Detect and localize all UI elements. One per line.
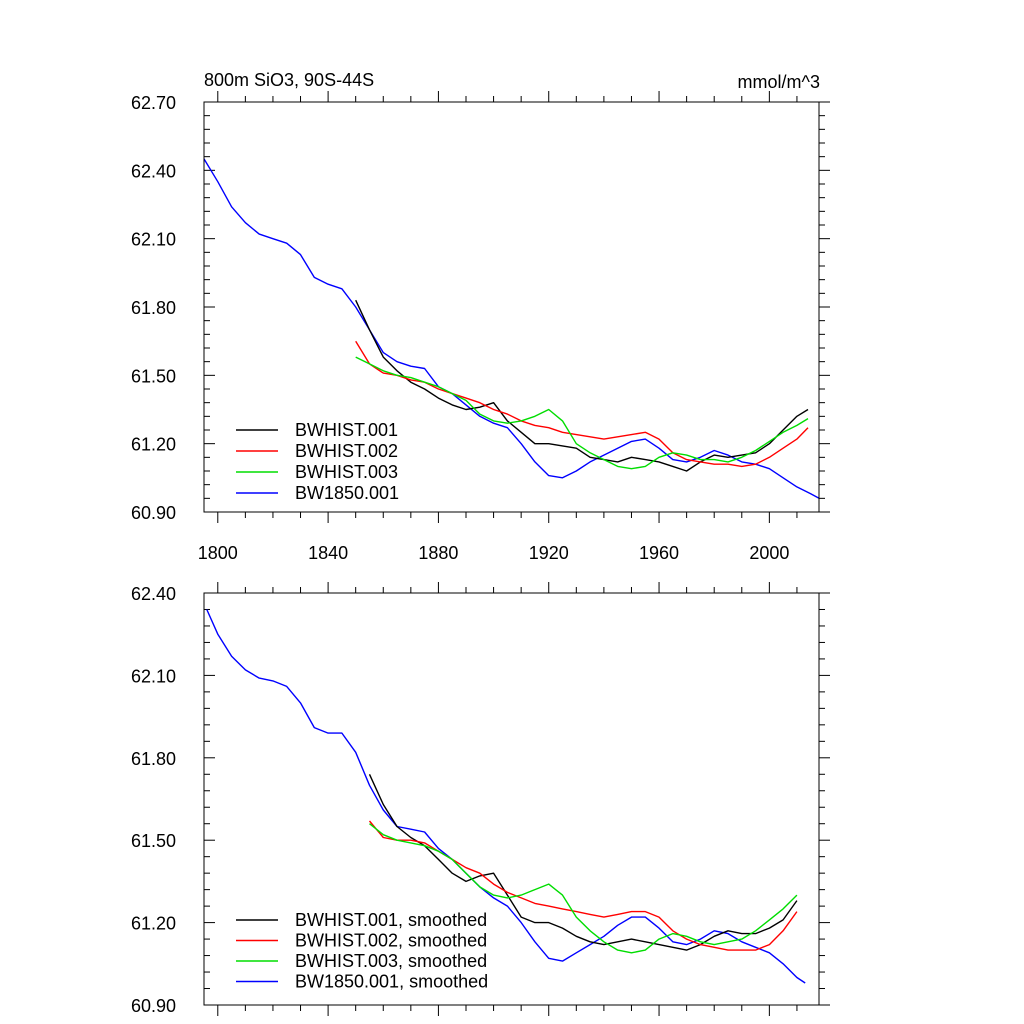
top-plot-frame: [203, 101, 820, 513]
top-legend-label-1: BWHIST.002: [295, 441, 398, 461]
bottom-legend-label-2: BWHIST.003, smoothed: [295, 951, 487, 971]
chart-title: 800m SiO3, 90S-44S: [204, 70, 374, 90]
bottom-series-line-0: [368, 774, 798, 951]
top-series-line-1: [355, 340, 809, 468]
bottom-panel: 60.90 61.20 61.50 61.80 62.10 62.40 BWHIST.00…: [131, 582, 830, 1016]
top-y-tick-label: 61.20: [131, 435, 176, 455]
top-y-tick-label: 61.50: [131, 366, 176, 386]
top-y-tick-label: 62.70: [131, 93, 176, 113]
bottom-series-line-2: [369, 823, 798, 954]
chart-units: mmol/m^3: [738, 72, 820, 92]
top-x-tick-label: 1800: [198, 543, 238, 563]
bottom-y-tick-label: 60.90: [131, 996, 176, 1016]
bottom-y-tick-label: 61.20: [131, 914, 176, 934]
bottom-y-tick-label: 62.40: [131, 584, 176, 604]
bottom-plot-ticks: 60.90 61.20 61.50 61.80 62.10 62.40: [131, 582, 830, 1016]
top-series-line-3: [203, 158, 820, 499]
top-y-tick-label: 60.90: [131, 503, 176, 523]
top-legend-label-0: BWHIST.001: [295, 420, 398, 440]
bottom-y-tick-label: 61.80: [131, 749, 176, 769]
bottom-plot-frame: [203, 592, 820, 1006]
top-x-tick-label: 1880: [418, 543, 458, 563]
bottom-y-tick-label: 61.50: [131, 831, 176, 851]
top-plot-lines: [203, 158, 820, 499]
bottom-plot-lines: [206, 609, 806, 984]
bottom-legend-label-3: BW1850.001, smoothed: [295, 972, 488, 992]
top-x-tick-label: 1840: [308, 543, 348, 563]
top-series-line-0: [355, 299, 809, 472]
bottom-series-line-3: [206, 609, 806, 984]
top-y-tick-label: 62.40: [131, 161, 176, 181]
top-legend-label-3: BW1850.001: [295, 483, 399, 503]
bottom-legend-label-1: BWHIST.002, smoothed: [295, 931, 487, 951]
top-series-line-2: [355, 356, 809, 470]
top-plot-ticks: 60.90 61.20 61.50 61.80 62.10 62.40 62.70 1800 1…: [131, 91, 830, 563]
top-x-tick-label: 2000: [749, 543, 789, 563]
bottom-legend-label-0: BWHIST.001, smoothed: [295, 910, 487, 930]
top-y-tick-label: 62.10: [131, 230, 176, 250]
top-x-tick-label: 1960: [639, 543, 679, 563]
top-panel: 800m SiO3, 90S-44S mmol/m^3 60.90 61.20 61…: [131, 70, 830, 563]
bottom-y-tick-label: 62.10: [131, 666, 176, 686]
top-x-tick-label: 1920: [529, 543, 569, 563]
top-y-tick-label: 61.80: [131, 298, 176, 318]
top-legend-label-2: BWHIST.003: [295, 462, 398, 482]
